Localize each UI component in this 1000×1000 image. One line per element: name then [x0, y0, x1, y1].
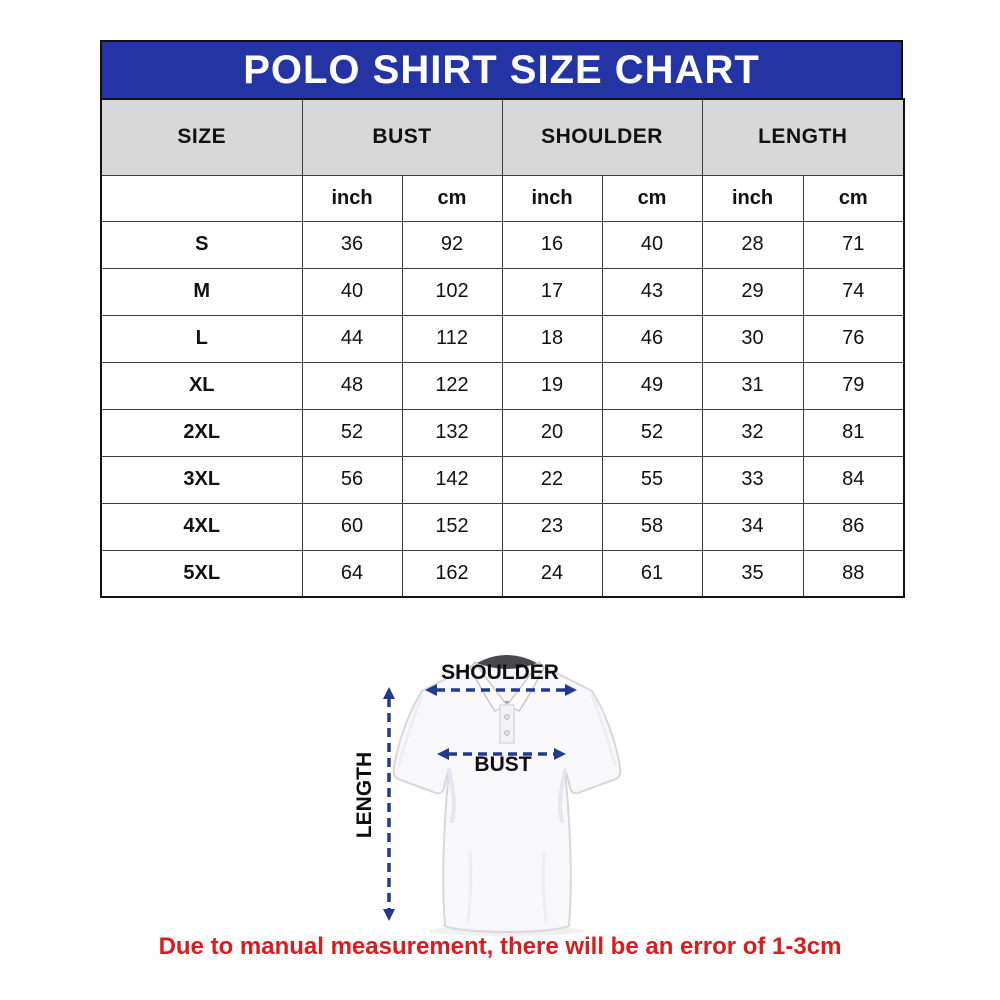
- cell-bust-cm: 92: [401, 220, 503, 269]
- cell-bust-inch: 40: [301, 267, 403, 316]
- cell-shoulder-inch: 20: [501, 408, 603, 457]
- cell-shoulder-cm: 43: [601, 267, 703, 316]
- length-arrow: [383, 687, 395, 921]
- cell-length-inch: 30: [701, 314, 804, 363]
- cell-bust-cm: 152: [401, 502, 503, 551]
- table-row: 3XL 56 142 22 55 33 84: [100, 455, 905, 504]
- cell-length-inch: 35: [701, 549, 804, 598]
- cell-shoulder-inch: 17: [501, 267, 603, 316]
- cell-length-inch: 32: [701, 408, 804, 457]
- cell-shoulder-cm: 61: [601, 549, 703, 598]
- unit-cell: inch: [301, 174, 403, 222]
- cell-shoulder-inch: 16: [501, 220, 603, 269]
- header-row: SIZE BUST SHOULDER LENGTH: [100, 98, 905, 176]
- cell-bust-inch: 60: [301, 502, 403, 551]
- col-header-shoulder: SHOULDER: [501, 98, 703, 176]
- cell-shoulder-inch: 23: [501, 502, 603, 551]
- unit-cell: inch: [701, 174, 804, 222]
- size-label: S: [100, 220, 303, 269]
- cell-length-cm: 71: [802, 220, 905, 269]
- cell-shoulder-inch: 19: [501, 361, 603, 410]
- cell-length-inch: 28: [701, 220, 804, 269]
- cell-length-inch: 34: [701, 502, 804, 551]
- cell-shoulder-cm: 55: [601, 455, 703, 504]
- collar: [469, 655, 545, 712]
- cell-length-cm: 79: [802, 361, 905, 410]
- cell-bust-cm: 162: [401, 549, 503, 598]
- size-label: XL: [100, 361, 303, 410]
- chart-title: POLO SHIRT SIZE CHART: [100, 40, 903, 100]
- unit-cell: cm: [401, 174, 503, 222]
- size-label: 3XL: [100, 455, 303, 504]
- table-row: 5XL 64 162 24 61 35 88: [100, 549, 905, 598]
- cell-length-cm: 84: [802, 455, 905, 504]
- cell-shoulder-inch: 18: [501, 314, 603, 363]
- unit-row: inch cm inch cm inch cm: [100, 174, 905, 222]
- size-label: 2XL: [100, 408, 303, 457]
- cell-bust-cm: 132: [401, 408, 503, 457]
- table-row: L 44 112 18 46 30 76: [100, 314, 905, 363]
- cell-bust-inch: 36: [301, 220, 403, 269]
- placket: [499, 704, 515, 744]
- cell-bust-cm: 142: [401, 455, 503, 504]
- table-row: S 36 92 16 40 28 71: [100, 220, 905, 269]
- cell-shoulder-inch: 22: [501, 455, 603, 504]
- unit-cell-empty: [100, 174, 303, 222]
- shoulder-label: SHOULDER: [441, 661, 559, 684]
- cell-bust-inch: 48: [301, 361, 403, 410]
- cell-shoulder-cm: 52: [601, 408, 703, 457]
- cell-length-inch: 31: [701, 361, 804, 410]
- cell-bust-inch: 64: [301, 549, 403, 598]
- cell-length-cm: 76: [802, 314, 905, 363]
- cell-bust-cm: 102: [401, 267, 503, 316]
- col-header-size: SIZE: [100, 98, 303, 176]
- size-label: L: [100, 314, 303, 363]
- bust-arrow: [437, 748, 566, 760]
- cell-length-cm: 88: [802, 549, 905, 598]
- bust-label: BUST: [474, 753, 531, 776]
- cell-length-cm: 81: [802, 408, 905, 457]
- cell-shoulder-cm: 58: [601, 502, 703, 551]
- cell-shoulder-inch: 24: [501, 549, 603, 598]
- cell-length-cm: 86: [802, 502, 905, 551]
- cell-bust-inch: 56: [301, 455, 403, 504]
- col-header-bust: BUST: [301, 98, 503, 176]
- unit-cell: cm: [601, 174, 703, 222]
- table-row: M 40 102 17 43 29 74: [100, 267, 905, 316]
- size-label: 4XL: [100, 502, 303, 551]
- table-row: 4XL 60 152 23 58 34 86: [100, 502, 905, 551]
- length-label: LENGTH: [353, 752, 376, 838]
- shoulder-arrow: [425, 684, 577, 696]
- col-header-length: LENGTH: [701, 98, 905, 176]
- size-chart-table: SIZE BUST SHOULDER LENGTH inch cm inch c…: [100, 98, 906, 598]
- cell-bust-cm: 112: [401, 314, 503, 363]
- unit-cell: inch: [501, 174, 603, 222]
- cell-length-cm: 74: [802, 267, 905, 316]
- cell-shoulder-cm: 46: [601, 314, 703, 363]
- measurement-diagram: SHOULDER BUST LENGTH: [353, 655, 622, 936]
- size-label: M: [100, 267, 303, 316]
- cell-length-inch: 33: [701, 455, 804, 504]
- cell-shoulder-cm: 40: [601, 220, 703, 269]
- cell-shoulder-cm: 49: [601, 361, 703, 410]
- size-label: 5XL: [100, 549, 303, 598]
- table-row: XL 48 122 19 49 31 79: [100, 361, 905, 410]
- polo-shirt-illustration: [392, 655, 622, 936]
- button: [504, 714, 510, 720]
- table-row: 2XL 52 132 20 52 32 81: [100, 408, 905, 457]
- cell-bust-inch: 52: [301, 408, 403, 457]
- cell-bust-cm: 122: [401, 361, 503, 410]
- cell-bust-inch: 44: [301, 314, 403, 363]
- measurement-disclaimer: Due to manual measurement, there will be…: [158, 933, 842, 960]
- button: [504, 730, 510, 736]
- cell-length-inch: 29: [701, 267, 804, 316]
- unit-cell: cm: [802, 174, 905, 222]
